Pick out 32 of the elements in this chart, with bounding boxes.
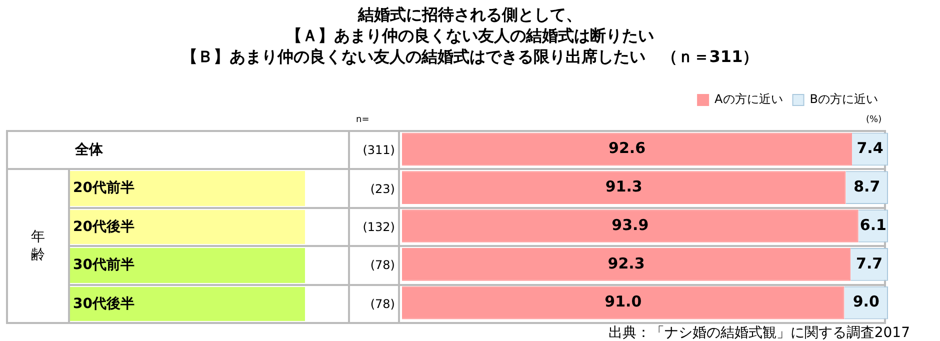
data-label: 7.4: [856, 139, 884, 158]
bar: [402, 132, 852, 166]
text: 年齢: [7, 169, 69, 323]
data-label: 6.1: [860, 216, 886, 234]
legend-label: Aの方に近い: [714, 92, 783, 106]
source-note: 出典：「ナシ婚の結婚式観」に関する調査2017: [608, 324, 910, 341]
y-tick-label: 20代前半: [70, 171, 305, 206]
text: (23): [349, 169, 399, 208]
data-label: 91.0: [604, 292, 642, 311]
legend-label: Bの方に近い: [810, 92, 878, 106]
bar: [402, 210, 858, 242]
data-label: 91.3: [605, 177, 642, 196]
bar: [402, 286, 844, 320]
y-tick-label: 全体: [74, 141, 104, 160]
bar: [402, 248, 851, 281]
chart-title: 結婚式に招待される側として、【Ａ】あまり仲の良くない友人の結婚式は断りたい【Ｂ】あまり仲の良くない友人の結婚式はできる限り出席したい （ｎ＝311）: [180, 4, 760, 67]
text: (311): [349, 131, 399, 170]
text: (78): [349, 284, 399, 323]
y-tick-label: 30代前半: [70, 248, 305, 283]
text: n=: [356, 115, 370, 125]
bar: [402, 171, 846, 204]
y-tick-label: 30代後半: [70, 286, 305, 321]
data-label: 7.7: [856, 254, 883, 272]
text: (132): [349, 208, 399, 246]
data-label: 92.3: [608, 254, 645, 272]
text: (%): [866, 115, 882, 125]
y-tick-label: 20代後半: [70, 210, 305, 244]
data-label: 93.9: [612, 216, 649, 234]
data-label: 9.0: [852, 292, 880, 311]
text: (78): [349, 246, 399, 285]
data-label: 8.7: [854, 177, 880, 196]
data-label: 92.6: [608, 139, 646, 158]
